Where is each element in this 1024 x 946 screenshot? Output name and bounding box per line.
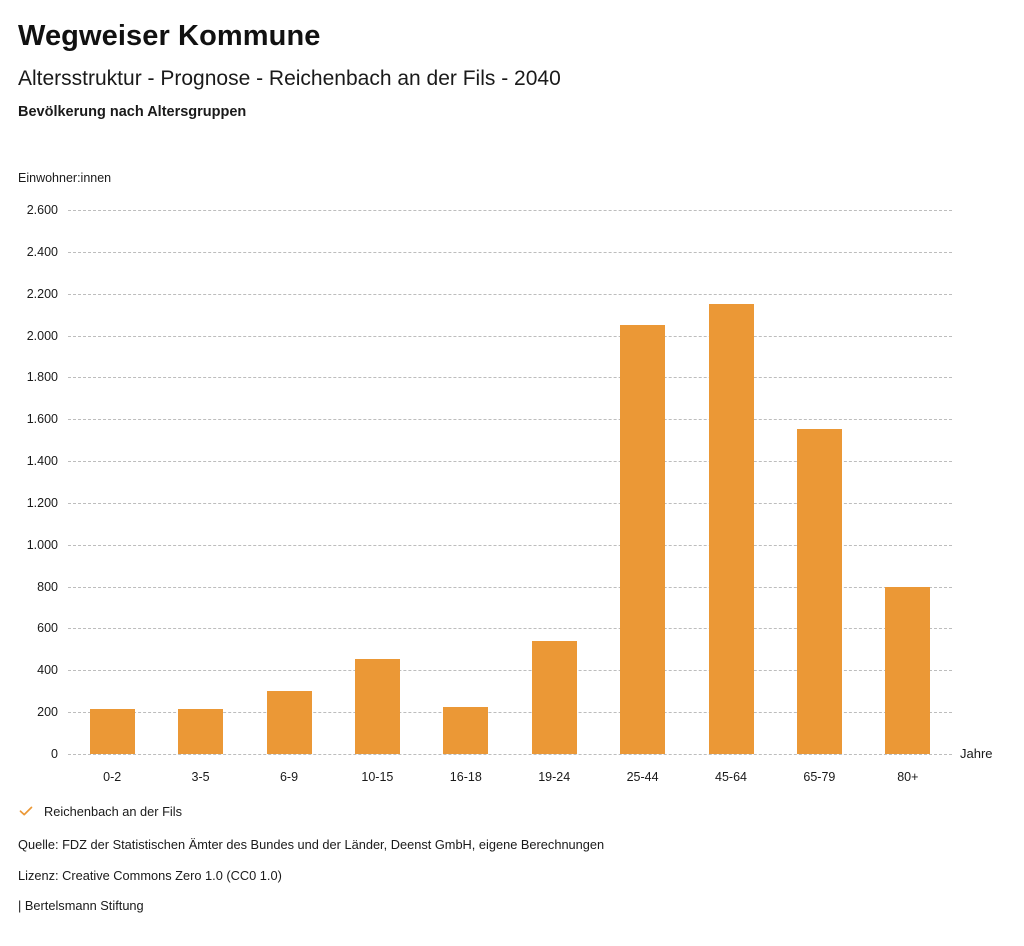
y-axis-tick-label: 1.400 (26, 454, 58, 469)
legend-item-label: Reichenbach an der Fils (44, 803, 182, 819)
x-axis-tick-label: 45-64 (715, 770, 747, 784)
check-icon (18, 803, 34, 819)
bar[interactable] (796, 428, 842, 754)
gridline (68, 419, 952, 421)
license-note: Lizenz: Creative Commons Zero 1.0 (CC0 1… (18, 867, 282, 883)
x-axis-title: Jahre (960, 746, 993, 761)
x-axis-tick-label: 6-9 (279, 770, 299, 784)
chart-footer: Quelle: FDZ der Statistischen Ämter des … (18, 837, 605, 914)
y-axis-tick-label: 2.400 (26, 244, 58, 259)
brand-title: Wegweiser Kommune (18, 20, 321, 52)
chart-legend[interactable]: Reichenbach an der Fils (18, 803, 182, 819)
y-axis-tick-label: 400 (37, 663, 58, 678)
bar[interactable] (89, 709, 135, 754)
x-axis-tick-label: 10-15 (361, 770, 394, 784)
x-axis-tick-label: 80+ (897, 770, 919, 784)
gridline (68, 293, 952, 295)
y-axis-tick-label: 2.200 (26, 286, 58, 301)
plot-area: 0 200 400 600 800 1.000 1.200 1.400 1.600 1.800 2.… (27, 203, 952, 784)
gridline (68, 586, 952, 588)
source-note: Quelle: FDZ der Statistischen Ämter des … (18, 837, 605, 852)
x-axis-tick-label: 25-44 (626, 770, 659, 784)
y-axis-tick-label: 1.200 (26, 495, 58, 510)
chart-subtitle: Bevölkerung nach Altersgruppen (18, 103, 247, 120)
y-axis-tick-label: 200 (37, 705, 58, 720)
y-axis-tick-label: 0 (51, 747, 58, 761)
bar[interactable] (178, 709, 224, 754)
x-axis-tick-label: 3-5 (191, 770, 210, 784)
y-axis-tick-label: 2.600 (26, 203, 58, 217)
y-axis-title: Einwohner:innen (18, 171, 112, 185)
bar[interactable] (531, 641, 577, 754)
bar[interactable] (708, 304, 754, 754)
gridline (68, 251, 952, 253)
bar[interactable] (354, 658, 400, 754)
gridline (68, 502, 952, 504)
y-axis-tick-label: 800 (37, 579, 58, 594)
x-axis-tick-label: 19-24 (538, 770, 571, 784)
gridline (68, 377, 952, 379)
y-axis-tick-label: 2.000 (26, 328, 58, 343)
x-axis-tick-label: 16-18 (449, 770, 482, 784)
publisher-note: | Bertelsmann Stiftung (18, 898, 144, 914)
y-axis-tick-label: 600 (37, 621, 58, 636)
x-axis-tick-label: 0-2 (103, 770, 122, 784)
gridline (68, 628, 952, 630)
bar[interactable] (443, 706, 489, 754)
bar-series (68, 210, 952, 754)
gridline (68, 670, 952, 672)
gridline (68, 461, 952, 463)
x-axis-tick-label: 65-79 (803, 770, 836, 784)
chart-title: Altersstruktur - Prognose - Reichenbach … (18, 67, 561, 91)
gridline (68, 335, 952, 337)
y-axis-tick-label: 1.000 (26, 537, 58, 552)
y-axis-tick-label: 1.800 (26, 370, 58, 385)
bar[interactable] (620, 325, 666, 754)
y-axis-tick-label: 1.600 (26, 412, 58, 427)
gridline (68, 712, 952, 714)
bar[interactable] (266, 691, 312, 754)
page-header: Wegweiser Kommune Altersstruktur - Progn… (0, 0, 1024, 121)
gridline (68, 754, 952, 755)
gridline (68, 544, 952, 546)
bar[interactable] (885, 586, 931, 754)
gridline (68, 210, 952, 211)
